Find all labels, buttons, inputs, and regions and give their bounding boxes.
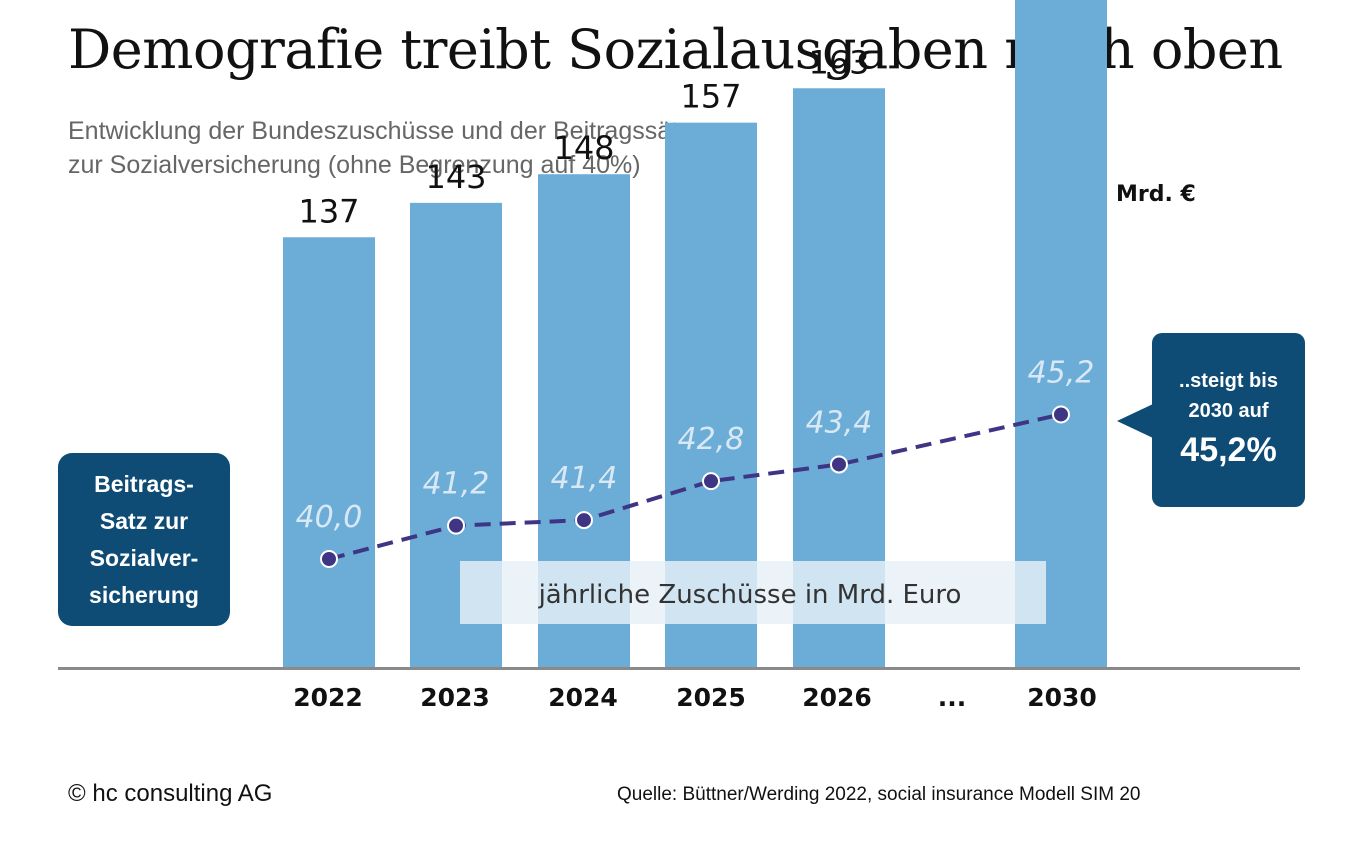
rate-2030-callout: ..steigt bis 2030 auf 45,2% (1152, 333, 1305, 507)
rate-label: 45,2 (1028, 355, 1095, 390)
subtitle-line: Entwicklung der Bundeszuschüsse und der … (68, 117, 705, 145)
callout-pointer (1117, 404, 1153, 438)
callout-text: 2030 auf (1188, 400, 1269, 422)
rate-label: 41,4 (551, 461, 618, 496)
copyright-text: © hc consulting AG (68, 780, 273, 807)
rate-label: 41,2 (423, 467, 490, 502)
unit-label: Mrd. € (1116, 182, 1196, 207)
rate-line (328, 412, 1062, 561)
bar (283, 237, 375, 667)
bar-value-label: 148 (553, 129, 614, 167)
x-tick-label: 2023 (420, 683, 490, 712)
callout-line: sicherung (89, 581, 199, 608)
rate-point (447, 516, 465, 535)
rate-label: 42,8 (678, 422, 745, 457)
x-tick-label: 2026 (802, 683, 872, 712)
contribution-rate-callout: Beitrags- Satz zur Sozialver- sicherung (58, 453, 230, 626)
callout-line: Beitrags- (94, 470, 194, 497)
rate-point (702, 472, 720, 491)
callout-line: Satz zur (99, 507, 189, 534)
band-background (460, 561, 1046, 624)
rate-label: 43,4 (806, 405, 873, 440)
x-tick-label: 2022 (293, 683, 363, 712)
band-label: jährliche Zuschüsse in Mrd. Euro (538, 580, 962, 610)
bar-value-label: 143 (425, 158, 486, 196)
rate-label: 40,0 (296, 500, 363, 535)
bar (1015, 0, 1107, 668)
rate-point (320, 550, 338, 568)
callout-text: ..steigt bis (1179, 370, 1278, 392)
callout-line: Sozialver- (89, 544, 199, 571)
rate-point (830, 455, 848, 474)
x-axis-line (58, 667, 1300, 670)
x-tick-label: 2030 (1027, 683, 1097, 712)
source-text: Quelle: Büttner/Werding 2022, social ins… (617, 784, 1141, 805)
callout-value: 45,2% (1180, 431, 1277, 469)
bar-value-label: 163 (808, 43, 869, 81)
bar-value-label: 157 (680, 78, 741, 116)
x-tick-label: 2024 (548, 683, 618, 712)
x-tick-label: 2025 (676, 683, 746, 712)
bar-value-label: 137 (298, 192, 359, 230)
rate-point (575, 511, 593, 530)
rate-point (1052, 405, 1070, 424)
x-axis-gap-label: ... (938, 683, 967, 712)
